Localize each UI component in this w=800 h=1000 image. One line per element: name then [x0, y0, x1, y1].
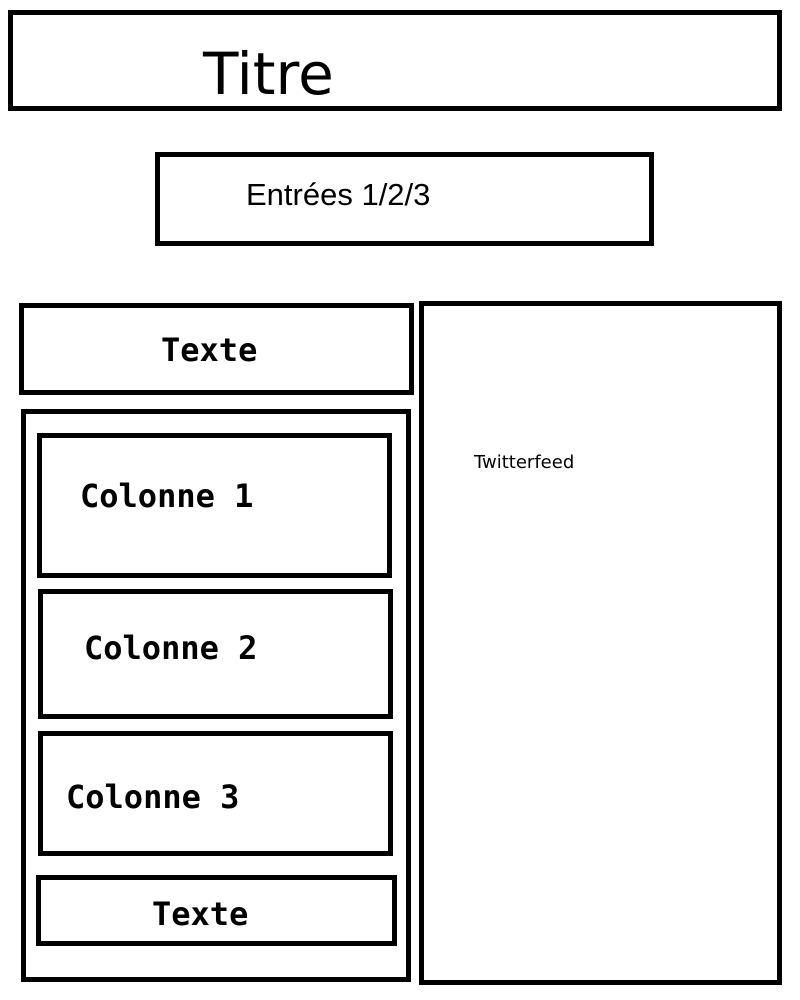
entries-box: Entrées 1/2/3: [155, 152, 654, 246]
column-2-box: Colonne 2: [38, 589, 393, 719]
column-1-box: Colonne 1: [37, 433, 392, 578]
page-title: Titre: [203, 40, 334, 108]
column-2-label: Colonne 2: [84, 629, 258, 667]
column-3-box: Colonne 3: [38, 731, 393, 856]
entries-label: Entrées 1/2/3: [246, 177, 431, 212]
title-box: Titre: [8, 10, 782, 111]
text-box-bottom: Texte: [36, 875, 397, 946]
text-box-top: Texte: [19, 303, 414, 395]
column-1-label: Colonne 1: [80, 477, 254, 515]
text-box-bottom-label: Texte: [152, 895, 249, 933]
text-box-top-label: Texte: [161, 331, 258, 369]
twitterfeed-label: Twitterfeed: [474, 452, 575, 473]
twitterfeed-box: Twitterfeed: [419, 301, 782, 985]
column-3-label: Colonne 3: [66, 778, 240, 816]
